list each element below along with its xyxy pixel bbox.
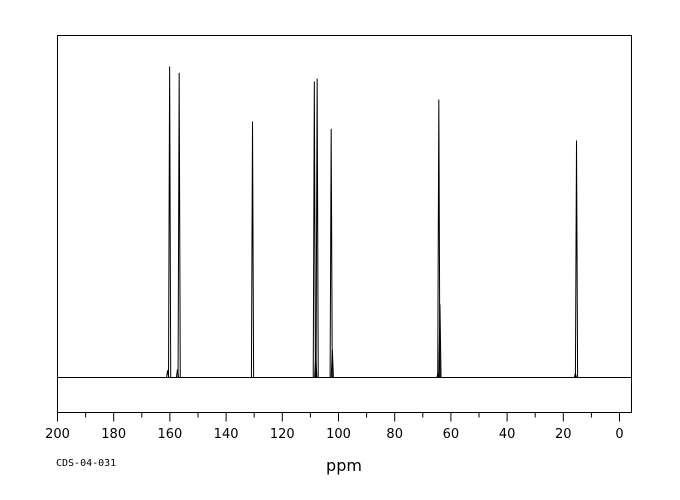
spectrum-peak: [438, 304, 442, 378]
x-tick-label: 0: [615, 427, 623, 442]
x-tick-label: 20: [555, 427, 572, 442]
x-axis-unit-label: ppm: [326, 456, 362, 475]
spectrum-peak: [250, 121, 255, 378]
spectrum-peak: [168, 66, 172, 378]
x-tick-label: 40: [499, 427, 516, 442]
x-axis-ticks: [57, 412, 620, 422]
x-tick-label: 140: [214, 427, 239, 442]
x-tick-label: 60: [443, 427, 460, 442]
plot-frame: [57, 35, 632, 413]
x-tick-label: 180: [101, 427, 126, 442]
x-tick-label: 80: [386, 427, 403, 442]
spectrum-peak: [312, 81, 316, 378]
x-tick-label: 200: [45, 427, 70, 442]
spectrum-id-label: CDS-04-031: [56, 458, 117, 469]
spectrum-peak: [315, 78, 319, 378]
spectrum-peak: [330, 349, 334, 378]
x-axis-tick-labels: 200 180 160 140 120 100 80 60 40 20 0: [45, 427, 624, 442]
spectrum-peak: [177, 72, 181, 378]
x-tick-label: 120: [270, 427, 295, 442]
spectrum-peak: [437, 99, 441, 378]
spectrum-peak: [574, 140, 579, 378]
x-tick-label: 160: [157, 427, 182, 442]
spectrum-trace: [57, 66, 632, 378]
x-tick-label: 100: [326, 427, 351, 442]
spectrum-peak: [329, 128, 333, 378]
